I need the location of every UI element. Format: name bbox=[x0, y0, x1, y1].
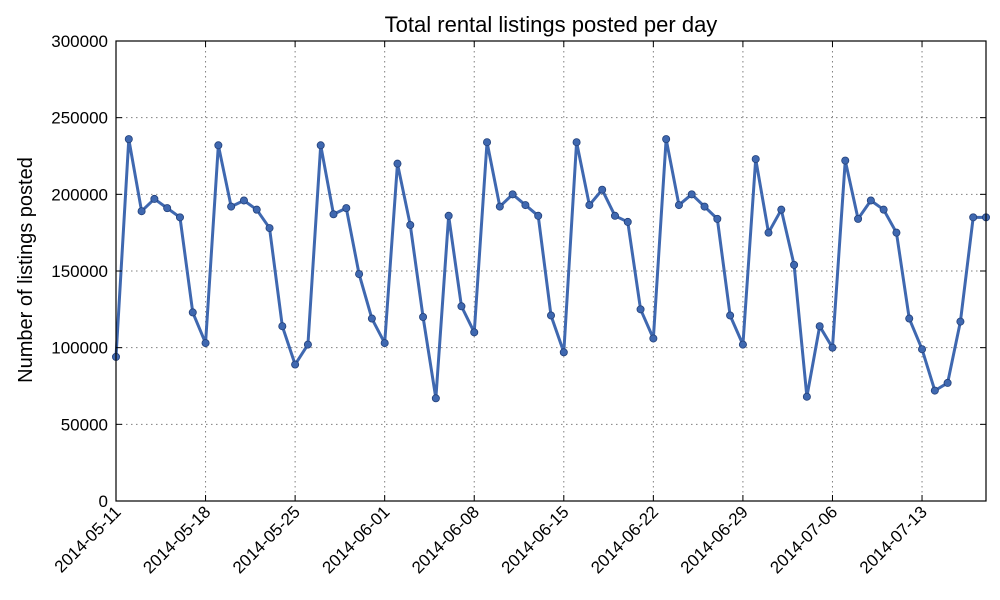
data-point bbox=[687, 190, 696, 199]
data-point bbox=[636, 305, 645, 314]
data-point bbox=[674, 201, 683, 210]
data-point bbox=[163, 204, 172, 213]
data-point bbox=[367, 314, 376, 323]
data-point bbox=[444, 211, 453, 220]
x-tick-label: 2014-06-22 bbox=[587, 502, 662, 577]
data-point bbox=[610, 211, 619, 220]
data-point bbox=[150, 194, 159, 203]
data-point bbox=[303, 340, 312, 349]
data-point bbox=[508, 190, 517, 199]
data-point bbox=[598, 185, 607, 194]
data-point bbox=[969, 213, 978, 222]
data-point bbox=[662, 135, 671, 144]
data-point bbox=[521, 201, 530, 210]
data-point bbox=[291, 360, 300, 369]
x-tick-label: 2014-06-08 bbox=[408, 502, 483, 577]
data-point bbox=[764, 228, 773, 237]
x-tick-label: 2014-06-01 bbox=[319, 502, 394, 577]
data-point bbox=[738, 340, 747, 349]
data-point bbox=[585, 201, 594, 210]
data-point bbox=[201, 339, 210, 348]
data-point bbox=[649, 334, 658, 343]
data-point bbox=[252, 205, 261, 214]
data-point bbox=[879, 205, 888, 214]
data-point bbox=[393, 159, 402, 168]
x-tick-label: 2014-05-11 bbox=[51, 502, 125, 576]
x-tick-label: 2014-05-18 bbox=[139, 502, 214, 577]
data-point bbox=[892, 228, 901, 237]
data-point bbox=[214, 141, 223, 150]
series-line bbox=[114, 137, 988, 400]
data-point bbox=[124, 135, 133, 144]
data-point bbox=[547, 311, 556, 320]
data-point bbox=[866, 196, 875, 205]
data-point bbox=[713, 214, 722, 223]
data-point bbox=[854, 214, 863, 223]
data-point bbox=[828, 343, 837, 352]
data-point bbox=[380, 339, 389, 348]
y-tick-label: 0 bbox=[99, 492, 108, 511]
data-point bbox=[316, 141, 325, 150]
data-point bbox=[419, 312, 428, 321]
data-point bbox=[815, 322, 824, 331]
data-point bbox=[483, 138, 492, 147]
x-tick-label: 2014-05-25 bbox=[229, 502, 304, 577]
y-tick-label: 200000 bbox=[51, 185, 108, 204]
y-tick-label: 150000 bbox=[51, 262, 108, 281]
data-point bbox=[623, 217, 632, 226]
data-point bbox=[905, 314, 914, 323]
x-tick-label: 2014-06-29 bbox=[677, 502, 752, 577]
y-tick-label: 100000 bbox=[51, 339, 108, 358]
data-point bbox=[457, 302, 466, 311]
data-point bbox=[534, 211, 543, 220]
data-point bbox=[751, 155, 760, 164]
x-tick-label: 2014-07-13 bbox=[856, 502, 931, 577]
data-point bbox=[777, 205, 786, 214]
data-point bbox=[726, 311, 735, 320]
y-tick-label: 250000 bbox=[51, 109, 108, 128]
data-point bbox=[239, 196, 248, 205]
data-point bbox=[918, 345, 927, 354]
series-line-path bbox=[114, 137, 988, 400]
data-point bbox=[188, 308, 197, 317]
y-tick-label: 50000 bbox=[61, 415, 108, 434]
y-tick-label: 300000 bbox=[51, 32, 108, 51]
data-point bbox=[559, 348, 568, 357]
data-point bbox=[790, 260, 799, 269]
y-axis-label: Number of listings posted bbox=[15, 157, 37, 383]
chart-title: Total rental listings posted per day bbox=[385, 12, 718, 37]
data-point bbox=[943, 378, 952, 387]
data-point bbox=[841, 156, 850, 165]
data-point bbox=[406, 220, 415, 229]
data-point bbox=[700, 202, 709, 211]
data-point bbox=[265, 224, 274, 233]
data-point bbox=[137, 207, 146, 216]
data-point bbox=[930, 386, 939, 395]
x-tick-label: 2014-06-15 bbox=[498, 502, 573, 577]
data-point bbox=[572, 138, 581, 147]
data-point bbox=[956, 317, 965, 326]
data-point bbox=[431, 394, 440, 403]
data-point bbox=[802, 392, 811, 401]
gridlines bbox=[116, 41, 986, 501]
x-tick-label: 2014-07-06 bbox=[766, 502, 841, 577]
data-points bbox=[112, 135, 991, 403]
data-point bbox=[175, 213, 184, 222]
data-point bbox=[227, 202, 236, 211]
data-point bbox=[495, 202, 504, 211]
data-point bbox=[470, 328, 479, 337]
y-axis-ticks: 0 50000 100000 150000 200000 250000 300000 bbox=[51, 32, 986, 511]
data-point bbox=[278, 322, 287, 331]
data-point bbox=[342, 204, 351, 213]
data-point bbox=[329, 210, 338, 219]
data-point bbox=[355, 270, 364, 279]
